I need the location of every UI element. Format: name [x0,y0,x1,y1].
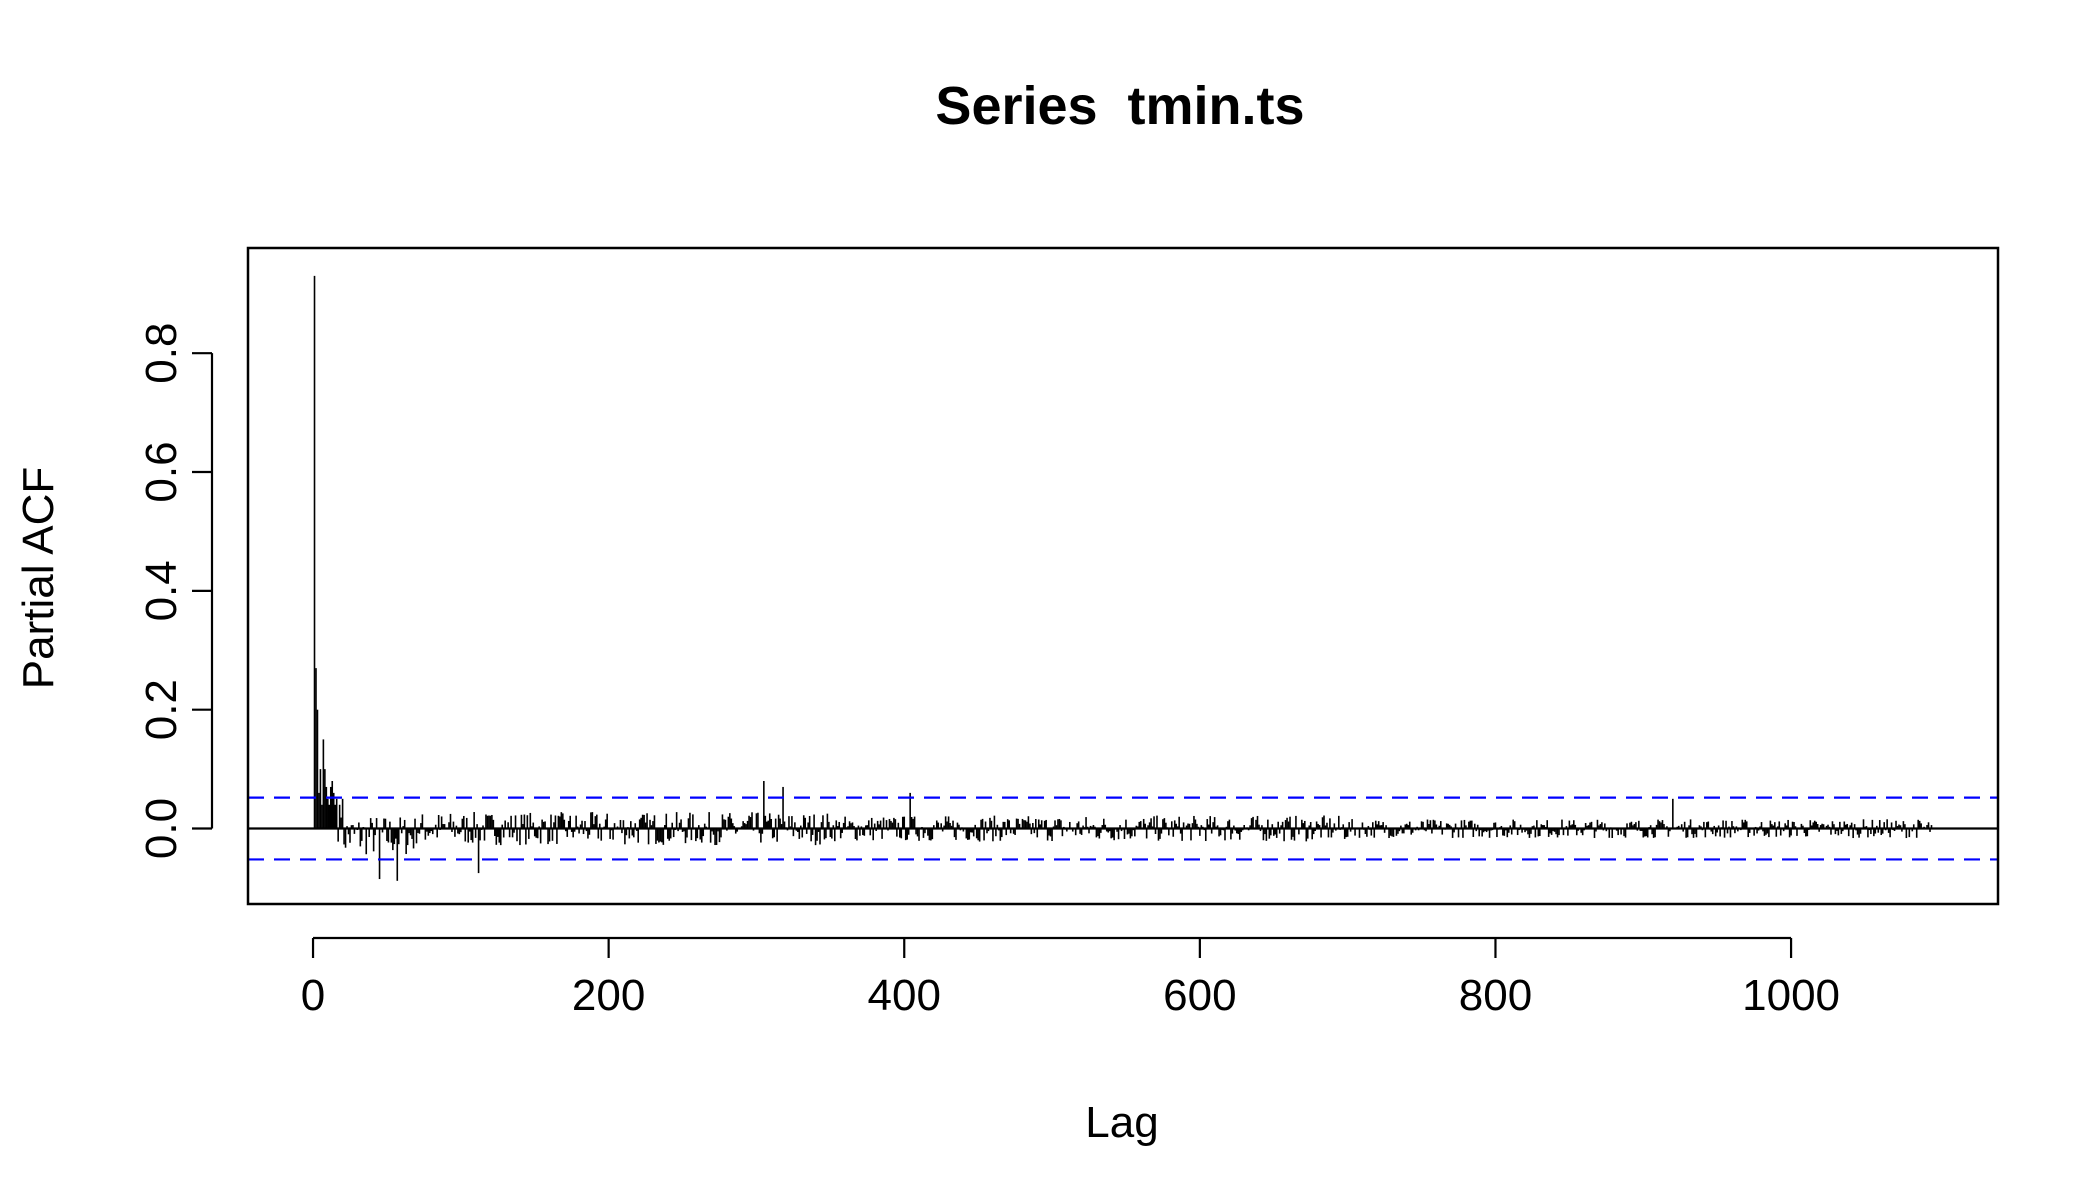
y-tick-label: 0.2 [137,679,186,740]
x-tick-label: 0 [301,971,325,1020]
x-axis-label: Lag [1085,1098,1158,1147]
y-tick-label: 0.8 [137,323,186,384]
x-tick-label: 1000 [1742,971,1840,1020]
x-tick-label: 200 [572,971,645,1020]
x-tick-label: 600 [1163,971,1236,1020]
y-tick-label: 0.6 [137,441,186,502]
chart-title: Series tmin.ts [935,76,1304,136]
x-axis: 0 200 400 600 800 1000 [301,936,1840,1020]
x-tick-label: 400 [868,971,941,1020]
y-tick-label: 0.4 [137,560,186,621]
y-axis: 0.0 0.2 0.4 0.6 0.8 [137,323,214,859]
plot-area [248,275,1998,881]
x-tick-label: 800 [1459,971,1532,1020]
plot-frame [246,246,2000,906]
y-axis-label: Partial ACF [14,467,63,690]
y-tick-label: 0.0 [137,798,186,859]
